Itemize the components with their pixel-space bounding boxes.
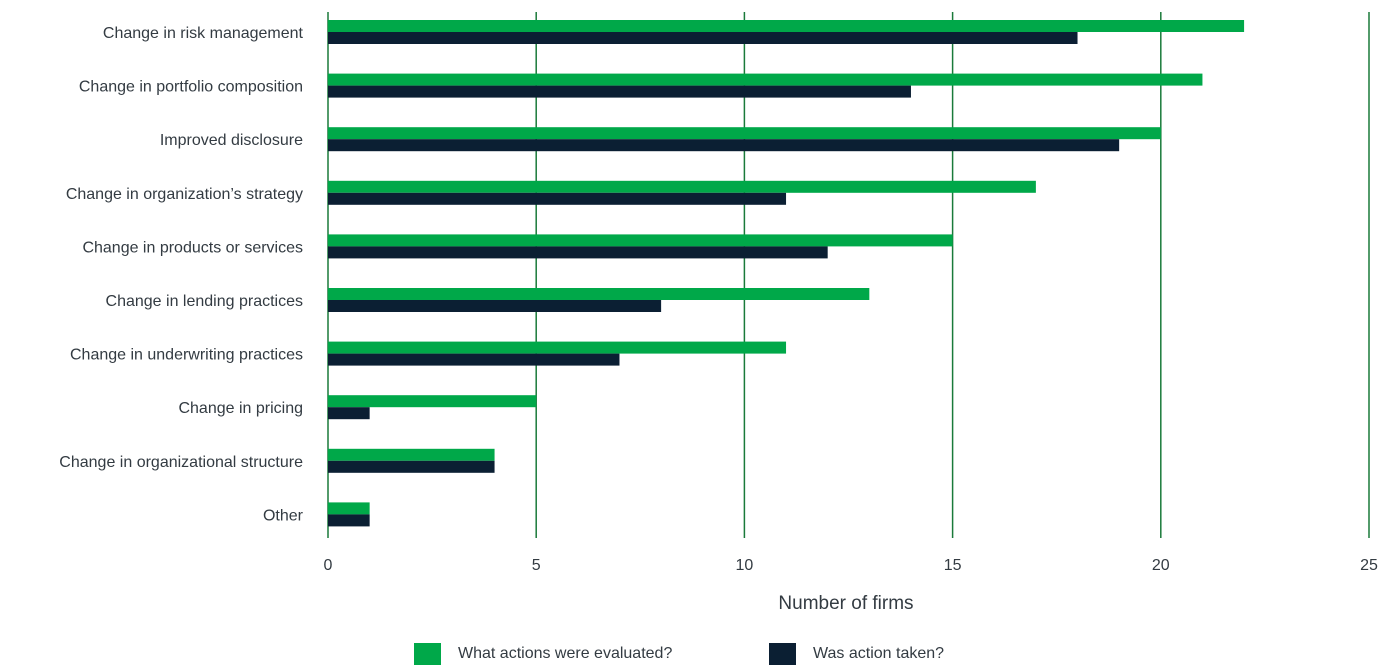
bar-taken [328,300,662,312]
bar-taken [328,85,911,98]
legend-label-taken: Was action taken? [813,645,945,662]
category-label: Change in underwriting practices [70,347,303,364]
category-label: Change in pricing [178,400,303,417]
category-label: Change in organization’s strategy [66,186,303,203]
category-label: Change in products or services [82,239,303,256]
x-tick-label: 0 [324,557,333,574]
category-label: Change in organizational structure [59,454,303,471]
bar-taken [328,192,787,205]
bar-evaluated [328,448,495,461]
bar-evaluated [328,73,1203,86]
x-tick-labels: 0 5 10 15 20 25 [324,557,1378,574]
bar-taken [328,139,1120,152]
bar-evaluated [328,341,787,354]
bar-taken [328,407,370,420]
bar-evaluated [328,180,1036,193]
bar-evaluated [328,502,370,515]
legend-item-taken: Was action taken? [769,643,944,665]
bar-evaluated [328,288,870,300]
bar-taken [328,32,1078,44]
x-tick-label: 5 [532,557,541,574]
bar-taken [328,514,370,527]
legend: What actions were evaluated? Was action … [0,640,1380,666]
category-label: Change in risk management [103,25,304,42]
bar-taken [328,460,495,473]
legend-label-evaluated: What actions were evaluated? [458,645,673,662]
bar-taken [328,246,828,259]
legend-item-evaluated: What actions were evaluated? [414,643,672,665]
bar-taken [328,353,620,366]
x-axis-label: Number of firms [778,593,913,614]
category-labels: Change in risk management Change in portf… [59,25,303,524]
bar-evaluated [328,127,1161,140]
category-label: Change in lending practices [106,293,303,310]
category-label: Change in portfolio composition [79,79,303,96]
x-tick-label: 25 [1360,557,1378,574]
x-tick-label: 20 [1152,557,1170,574]
category-label: Improved disclosure [160,132,303,149]
x-tick-label: 15 [944,557,962,574]
bar-evaluated [328,234,953,247]
category-label: Other [263,507,304,524]
bar-evaluated [328,395,537,408]
bar-evaluated [328,20,1245,32]
bars [328,20,1245,527]
legend-swatch-evaluated [414,643,441,665]
x-tick-label: 10 [736,557,754,574]
legend-swatch-taken [769,643,796,665]
